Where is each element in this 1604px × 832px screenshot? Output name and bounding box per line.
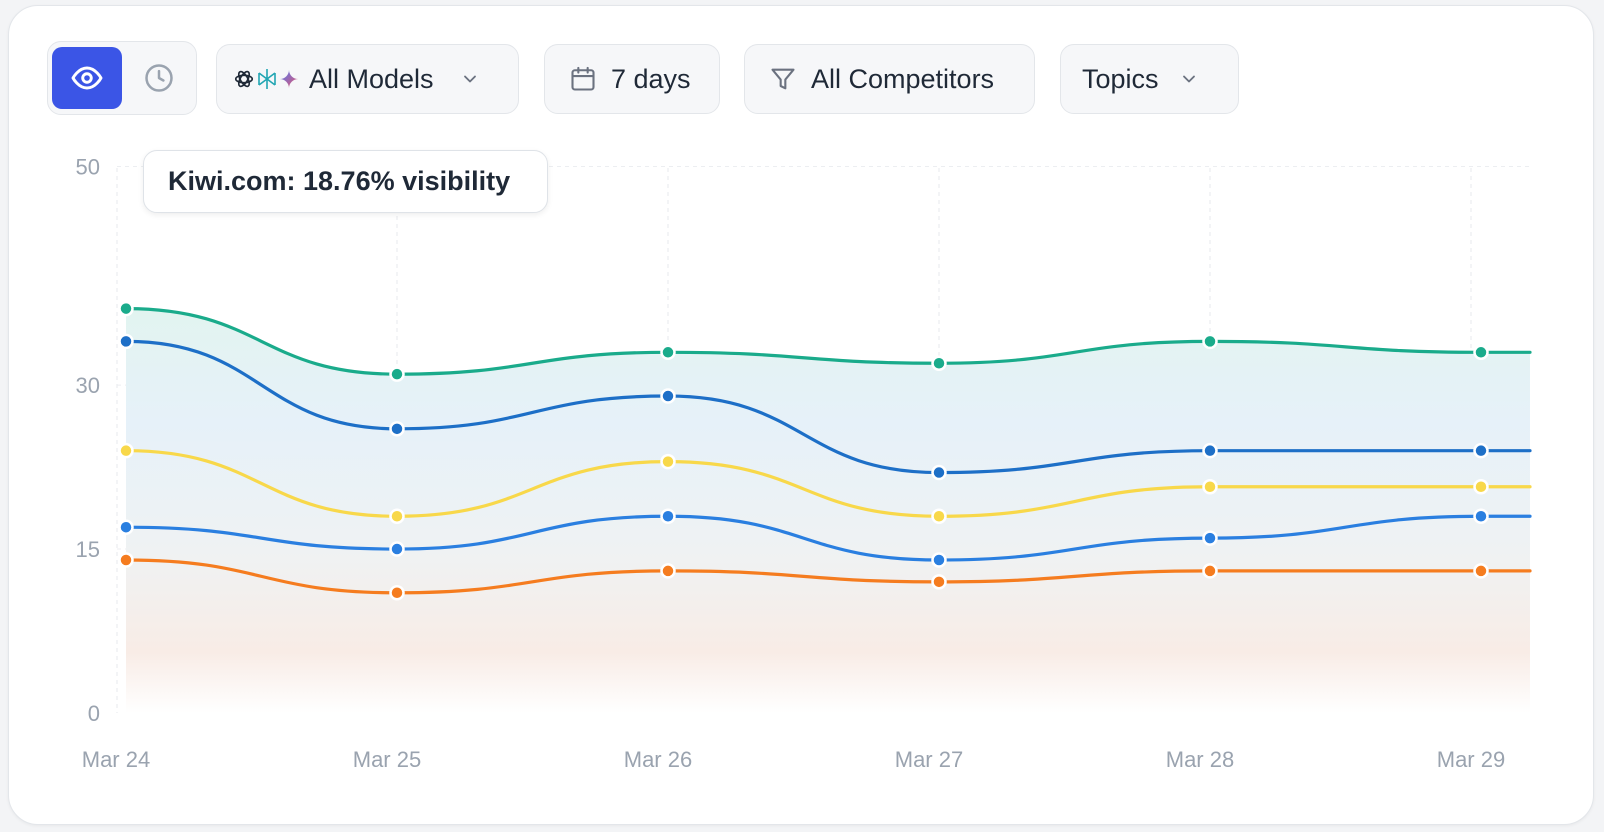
- y-tick-label: 0: [88, 701, 100, 726]
- data-point[interactable]: [931, 355, 947, 371]
- data-point[interactable]: [1202, 333, 1218, 350]
- filter-icon: [771, 68, 795, 90]
- topics-dropdown-label: Topics: [1082, 63, 1159, 94]
- data-point[interactable]: [660, 388, 676, 404]
- data-point[interactable]: [389, 508, 405, 525]
- y-tick-label: 50: [76, 155, 100, 180]
- gemini-icon: [279, 69, 299, 89]
- y-tick-label: 15: [76, 537, 100, 562]
- tooltip-text: Kiwi.com: 18.76% visibility: [168, 166, 511, 196]
- data-point[interactable]: [118, 552, 134, 568]
- y-tick-label: 30: [76, 373, 100, 398]
- data-point[interactable]: [118, 519, 134, 535]
- chevron-down-icon: [463, 75, 476, 83]
- data-point[interactable]: [660, 563, 676, 579]
- models-dropdown-label: All Models: [309, 63, 434, 94]
- series-line-3: [124, 449, 1532, 518]
- perplexity-icon: [258, 69, 276, 89]
- view-toggle: [47, 41, 197, 115]
- competitors-filter-label: All Competitors: [811, 63, 995, 94]
- data-point[interactable]: [931, 574, 947, 590]
- data-point[interactable]: [389, 421, 405, 437]
- data-point[interactable]: [1202, 442, 1218, 459]
- data-point[interactable]: [1473, 442, 1489, 459]
- chevron-down-icon: [1182, 75, 1195, 83]
- x-tick-label: Mar 28: [1166, 747, 1234, 772]
- data-point[interactable]: [931, 508, 947, 525]
- data-point[interactable]: [1473, 508, 1489, 525]
- x-tick-label: Mar 26: [624, 747, 692, 772]
- x-tick-label: Mar 25: [353, 747, 421, 772]
- history-view-button[interactable]: [124, 47, 194, 109]
- models-dropdown[interactable]: All Models: [216, 44, 519, 114]
- date-range-button[interactable]: 7 days: [544, 44, 720, 114]
- openai-icon: [234, 70, 254, 88]
- calendar-icon: [571, 66, 595, 91]
- data-point[interactable]: [389, 585, 405, 601]
- model-icons: [233, 67, 299, 91]
- data-point[interactable]: [660, 344, 676, 361]
- chart-area-fill: [126, 308, 1530, 713]
- data-point[interactable]: [389, 366, 405, 382]
- competitors-filter-button[interactable]: All Competitors: [744, 44, 1035, 114]
- data-point[interactable]: [118, 300, 134, 317]
- data-point[interactable]: [118, 442, 134, 459]
- data-point[interactable]: [660, 453, 676, 470]
- series-line-4: [124, 514, 1532, 562]
- data-point[interactable]: [1202, 563, 1218, 579]
- data-point[interactable]: [931, 552, 947, 568]
- data-point[interactable]: [931, 464, 947, 481]
- clock-icon: [145, 64, 173, 92]
- series-line-2: [124, 339, 1532, 475]
- data-point[interactable]: [1473, 563, 1489, 579]
- data-point[interactable]: [1202, 478, 1218, 495]
- data-point[interactable]: [118, 333, 134, 350]
- x-tick-label: Mar 29: [1437, 747, 1505, 772]
- data-point[interactable]: [660, 508, 676, 525]
- date-range-label: 7 days: [611, 63, 691, 94]
- eye-icon: [71, 66, 103, 90]
- visibility-view-button[interactable]: [52, 47, 122, 109]
- data-point[interactable]: [389, 541, 405, 557]
- chart-tooltip: Kiwi.com: 18.76% visibility: [143, 150, 548, 213]
- series-line-1: [124, 306, 1532, 376]
- topics-dropdown[interactable]: Topics: [1060, 44, 1239, 114]
- x-tick-label: Mar 27: [895, 747, 963, 772]
- x-tick-label: Mar 24: [82, 747, 150, 772]
- data-point[interactable]: [1473, 478, 1489, 495]
- data-point[interactable]: [1473, 344, 1489, 361]
- data-point[interactable]: [1202, 530, 1218, 546]
- series-line-5: [124, 558, 1532, 595]
